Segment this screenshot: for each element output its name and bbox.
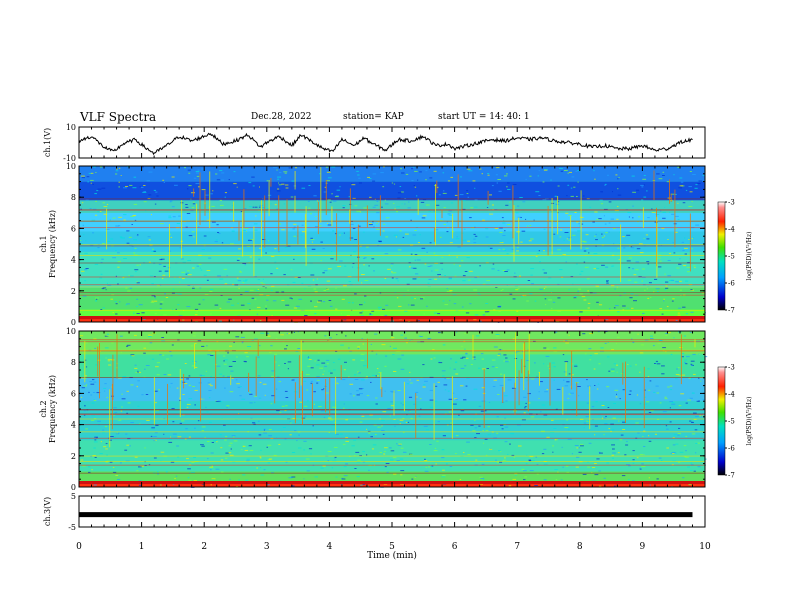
y-tick-label: 8	[71, 193, 76, 202]
y-axis-label: ch.3(V)	[43, 497, 52, 526]
x-tick-label: 10	[699, 542, 711, 552]
colorbar-tick-label: -5	[728, 253, 735, 261]
chart-title: VLF Spectra	[80, 110, 157, 124]
colorbar-tick-label: -6	[728, 280, 735, 288]
y-tick-label: 6	[71, 224, 76, 233]
y-tick-label: 4	[71, 421, 76, 430]
colorbar-tick-label: -3	[728, 199, 735, 207]
y-tick-label: 2	[71, 287, 76, 296]
colorbar	[717, 366, 726, 476]
x-tick-label: 5	[389, 542, 395, 552]
y-tick-label: 10	[66, 327, 76, 336]
spectrogram-image	[79, 331, 708, 488]
y-tick-label: -10	[63, 154, 76, 163]
x-axis-label: Time (min)	[367, 550, 417, 561]
x-tick-label: 2	[201, 542, 207, 552]
y-axis-label: ch.2	[39, 400, 48, 417]
y-tick-label: 5	[71, 492, 76, 501]
colorbar-tick-label: -3	[728, 364, 735, 372]
date-label: Dec.28, 2022	[251, 112, 312, 122]
y-axis-label: ch.1	[39, 235, 48, 252]
y-tick-label: 6	[71, 389, 76, 398]
y-axis-label: ch.1(V)	[43, 128, 52, 157]
y-axis-label: Frequency (kHz)	[48, 375, 57, 443]
colorbar-tick-label: -5	[728, 418, 735, 426]
colorbar-tick-label: -6	[728, 445, 735, 453]
y-tick-label: 10	[66, 123, 76, 132]
ch1-waveform-line	[78, 132, 693, 156]
start-time-label: start UT = 14: 40: 1	[438, 112, 530, 122]
x-tick-label: 0	[76, 542, 82, 552]
y-tick-label: 0	[71, 318, 76, 327]
x-tick-label: 7	[514, 542, 520, 552]
x-tick-label: 6	[452, 542, 458, 552]
y-tick-label: 10	[66, 162, 76, 171]
y-tick-label: -5	[68, 523, 76, 532]
x-tick-label: 3	[264, 542, 270, 552]
y-tick-label: 2	[71, 452, 76, 461]
colorbar-label: log(PSD)(V²/Hz)	[746, 397, 753, 446]
x-tick-label: 9	[640, 542, 646, 552]
y-tick-label: 8	[71, 358, 76, 367]
y-tick-label: 4	[71, 256, 76, 265]
colorbar-tick-label: -4	[728, 391, 735, 399]
x-tick-label: 8	[577, 542, 583, 552]
y-tick-label: 0	[71, 483, 76, 492]
colorbar-label: log(PSD)(V²/Hz)	[746, 232, 753, 281]
colorbar-tick-label: -7	[728, 472, 735, 480]
station-label: station= KAP	[343, 112, 404, 122]
x-tick-label: 1	[139, 542, 145, 552]
colorbar-tick-label: -7	[728, 307, 735, 315]
colorbar	[717, 201, 726, 311]
x-tick-label: 4	[327, 542, 333, 552]
y-axis-label: Frequency (kHz)	[48, 210, 57, 278]
spectrogram-image	[79, 166, 706, 323]
colorbar-tick-label: -4	[728, 226, 735, 234]
